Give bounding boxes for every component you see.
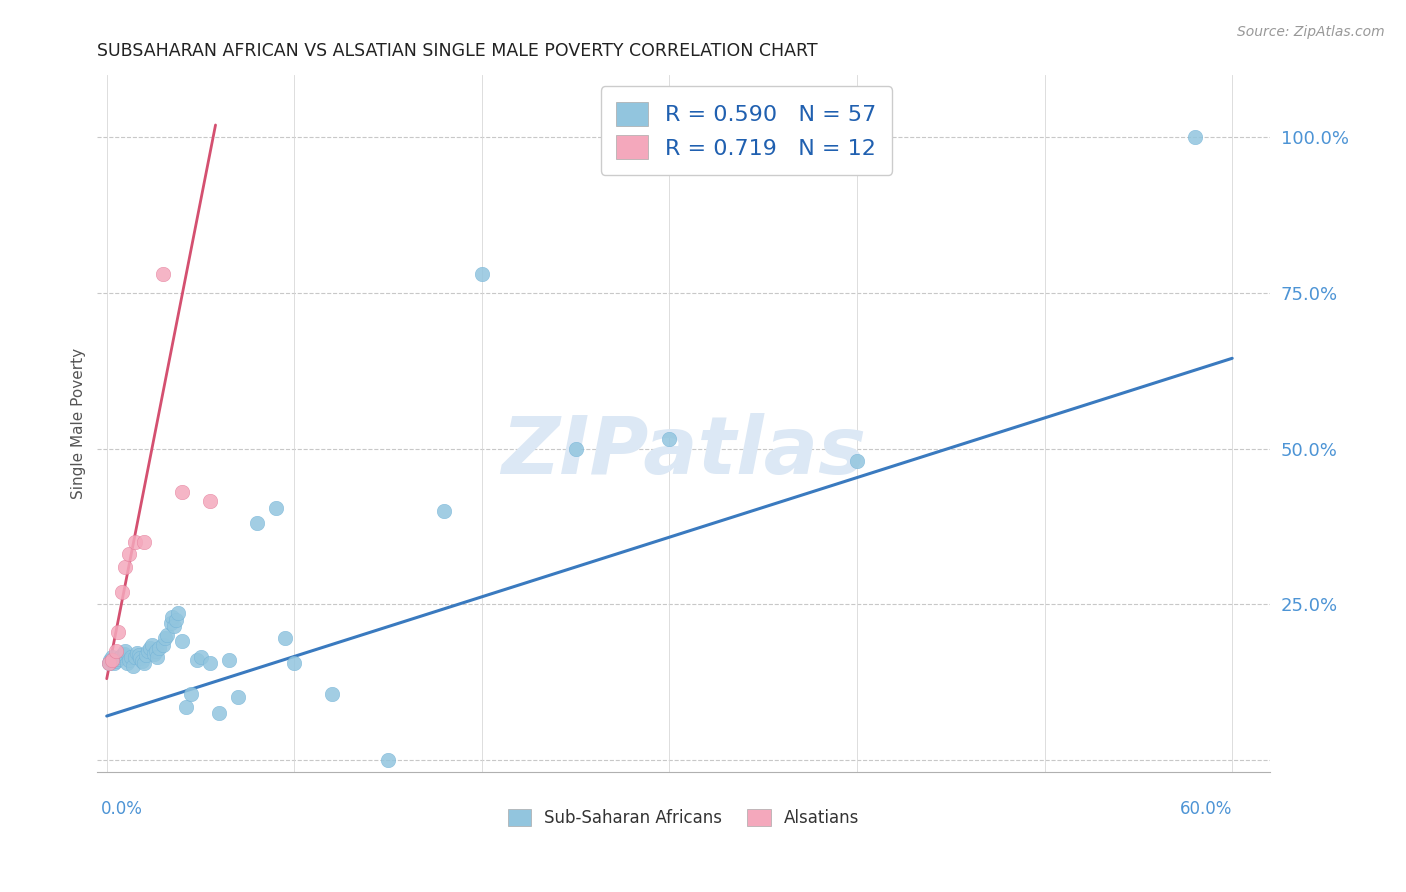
Point <box>136 644 159 658</box>
Point <box>111 584 134 599</box>
Point <box>264 500 287 515</box>
Point <box>471 268 494 282</box>
Point <box>103 656 125 670</box>
Point <box>142 647 165 661</box>
Point <box>1184 130 1206 145</box>
Point <box>377 753 399 767</box>
Point <box>139 640 162 655</box>
Text: SUBSAHARAN AFRICAN VS ALSATIAN SINGLE MALE POVERTY CORRELATION CHART: SUBSAHARAN AFRICAN VS ALSATIAN SINGLE MA… <box>97 42 818 60</box>
Point <box>107 652 129 666</box>
Point <box>131 654 153 668</box>
Point <box>208 706 231 720</box>
Point <box>198 494 221 508</box>
Point <box>156 628 179 642</box>
Point <box>97 656 120 670</box>
Point <box>658 432 681 446</box>
Point <box>135 648 157 662</box>
Point <box>186 653 208 667</box>
Point <box>114 559 136 574</box>
Point <box>174 699 197 714</box>
Point <box>128 648 150 662</box>
Point <box>117 656 139 670</box>
Point <box>114 644 136 658</box>
Point <box>152 638 174 652</box>
Point <box>246 516 269 531</box>
Point <box>170 634 193 648</box>
Point <box>846 454 869 468</box>
Point <box>105 644 128 658</box>
Point <box>564 442 586 456</box>
Point <box>141 638 163 652</box>
Point <box>170 485 193 500</box>
Point <box>218 653 240 667</box>
Point <box>146 649 169 664</box>
Point <box>112 647 135 661</box>
Point <box>134 656 156 670</box>
Point <box>111 648 134 662</box>
Point <box>118 547 141 561</box>
Point <box>134 534 156 549</box>
Point <box>180 687 202 701</box>
Point <box>125 646 148 660</box>
Point <box>283 656 305 670</box>
Point <box>101 649 124 664</box>
Point <box>129 651 152 665</box>
Point <box>122 659 145 673</box>
Text: Source: ZipAtlas.com: Source: ZipAtlas.com <box>1237 25 1385 39</box>
Y-axis label: Single Male Poverty: Single Male Poverty <box>72 348 86 500</box>
Point <box>165 613 187 627</box>
Point <box>274 632 297 646</box>
Point <box>118 653 141 667</box>
Point <box>226 690 249 705</box>
Text: 60.0%: 60.0% <box>1180 800 1232 818</box>
Point <box>190 649 212 664</box>
Point <box>101 653 124 667</box>
Text: 0.0%: 0.0% <box>101 800 143 818</box>
Point <box>108 649 131 664</box>
Point <box>433 504 456 518</box>
Point <box>198 656 221 670</box>
Point <box>97 656 120 670</box>
Point <box>162 609 184 624</box>
Point <box>124 649 146 664</box>
Legend: Sub-Saharan Africans, Alsatians: Sub-Saharan Africans, Alsatians <box>501 802 866 833</box>
Point <box>124 534 146 549</box>
Point <box>321 687 343 701</box>
Point <box>152 268 174 282</box>
Point <box>145 644 167 658</box>
Point <box>148 640 170 655</box>
Point <box>107 625 129 640</box>
Point <box>120 649 142 664</box>
Point <box>167 607 190 621</box>
Point <box>153 632 176 646</box>
Point <box>105 654 128 668</box>
Text: ZIPatlas: ZIPatlas <box>501 412 866 491</box>
Point <box>159 615 181 630</box>
Point <box>163 619 186 633</box>
Point <box>100 653 122 667</box>
